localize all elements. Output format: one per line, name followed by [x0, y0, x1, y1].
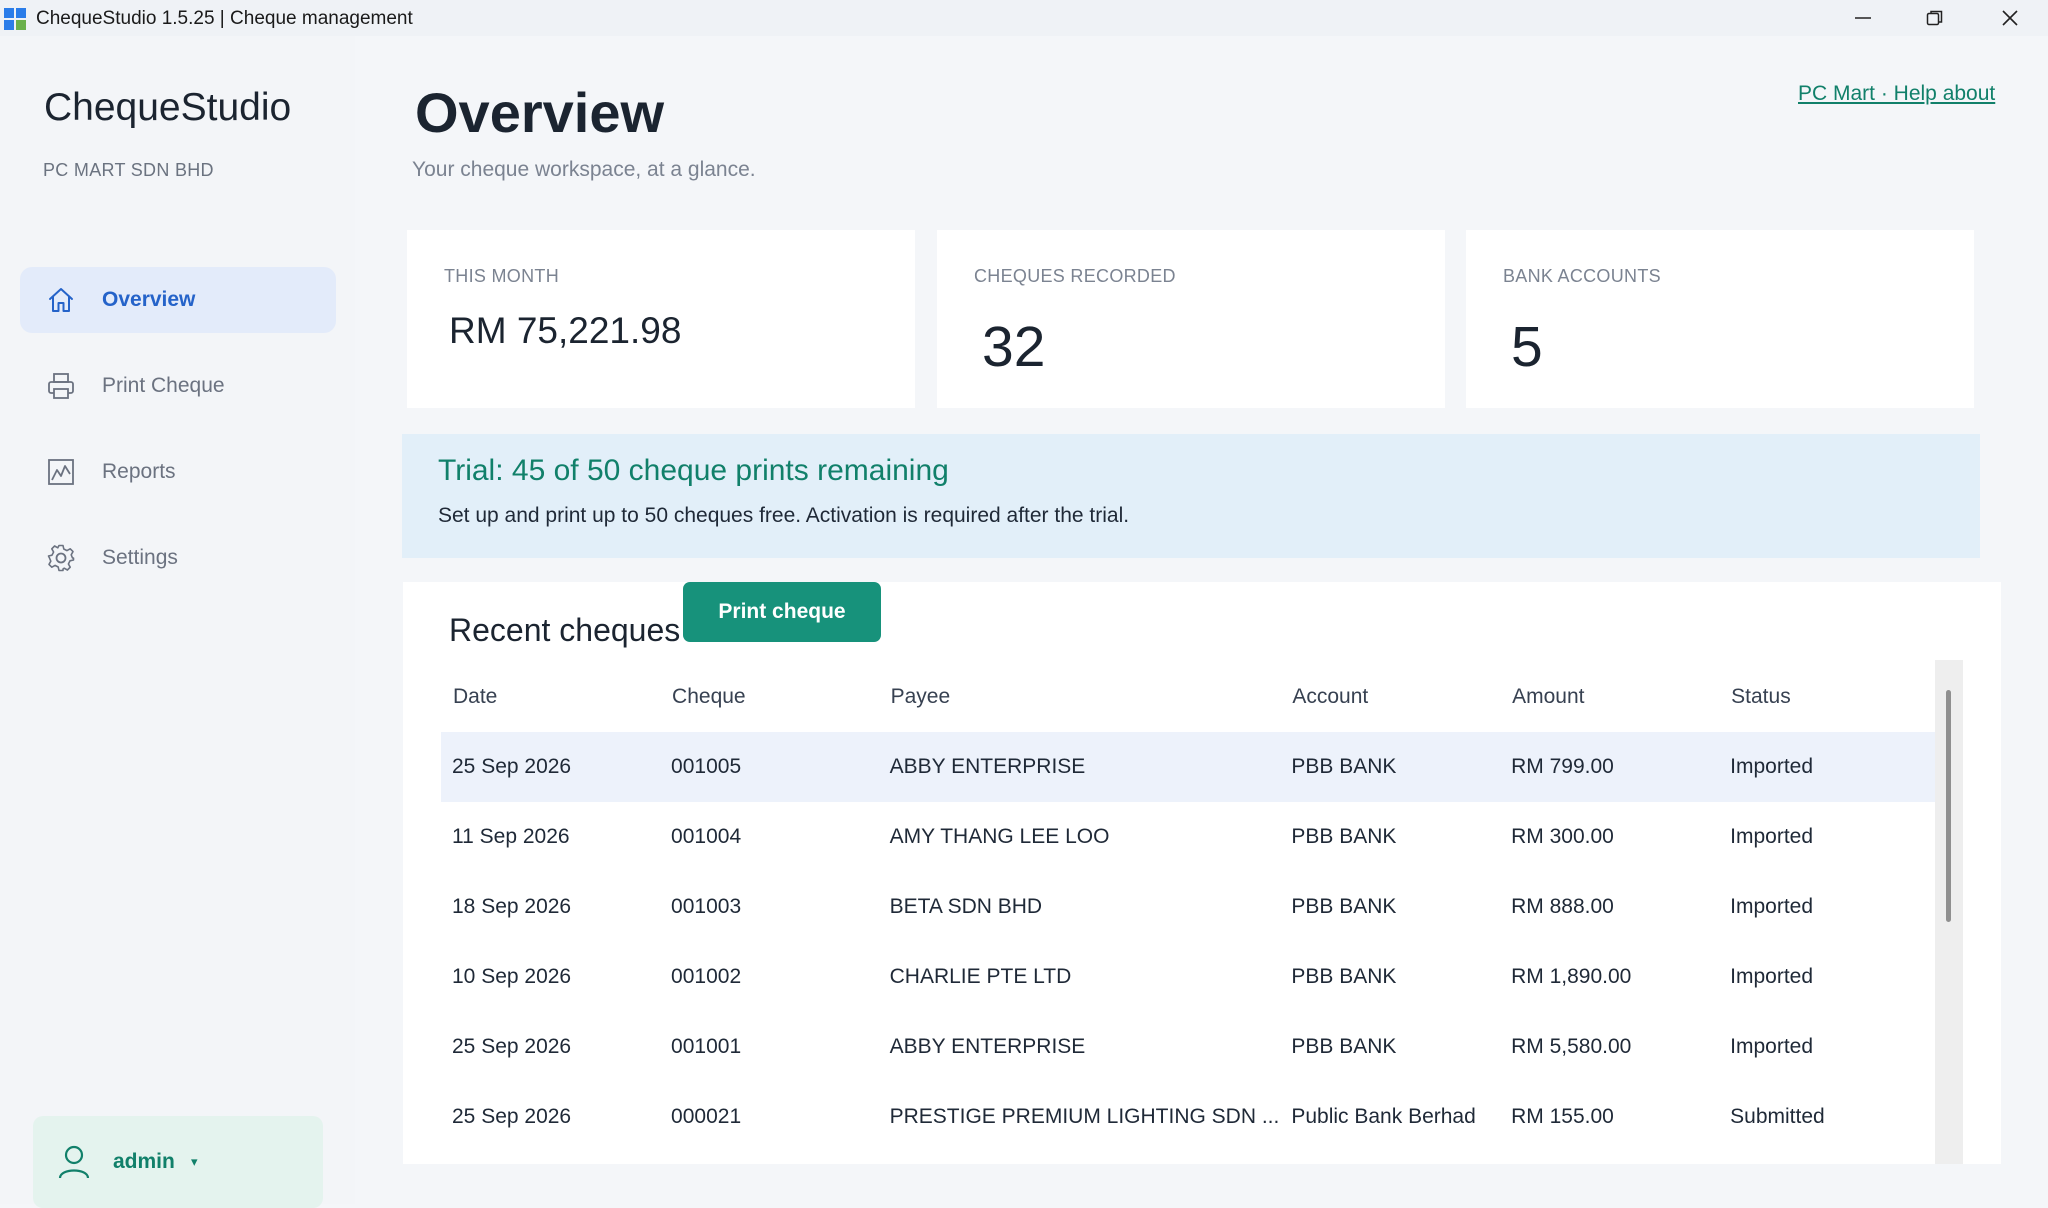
cell-cheque: 001003	[671, 895, 742, 918]
close-button[interactable]	[1975, 0, 2045, 36]
column-header-payee[interactable]: Payee	[890, 685, 951, 708]
table-row[interactable]: 18 Sep 2026 001003 BETA SDN BHD PBB BANK…	[441, 872, 1936, 942]
cell-amount: RM 155.00	[1511, 1105, 1614, 1128]
cell-amount: RM 888.00	[1511, 895, 1614, 918]
page-title: Overview	[415, 81, 665, 144]
sidebar-item-label: Overview	[102, 288, 196, 311]
stat-card-this-month: THIS MONTH RM 75,221.98	[407, 230, 915, 408]
window-title: ChequeStudio 1.5.25 | Cheque management	[36, 8, 413, 29]
cell-date: 18 Sep 2026	[452, 895, 572, 918]
cell-account: Public Bank Berhad	[1291, 1105, 1476, 1128]
cell-amount: RM 799.00	[1500, 732, 1720, 802]
table-row[interactable]: 25 Sep 2026 000021 PRESTIGE PREMIUM LIGH…	[441, 1082, 1936, 1152]
cell-status: Imported	[1730, 965, 1814, 988]
cell-payee: PRESTIGE PREMIUM LIGHTING SDN ...	[889, 1105, 1280, 1128]
cell-status: Submitted	[1730, 1105, 1825, 1128]
cell-cheque: 001001	[671, 1035, 742, 1058]
cell-cheque: 001005	[660, 732, 879, 802]
cell-payee: ABBY ENTERPRISE	[889, 1035, 1086, 1058]
table-header-row: Date Cheque Payee Account Amount Status	[441, 662, 1936, 732]
cell-payee: BETA SDN BHD	[889, 895, 1043, 918]
cell-payee: CHARLIE PTE LTD	[889, 965, 1072, 988]
cheques-table: Date Cheque Payee Account Amount Status …	[441, 662, 1936, 1152]
cell-amount: RM 1,890.00	[1511, 965, 1632, 988]
cell-cheque: 001004	[671, 825, 742, 848]
cell-date: 10 Sep 2026	[452, 965, 572, 988]
trial-text: Set up and print up to 50 cheques free. …	[438, 504, 1130, 527]
stat-card-bank-accounts: BANK ACCOUNTS 5	[1466, 230, 1974, 408]
cell-status: Imported	[1719, 732, 1936, 802]
chevron-down-icon: ▾	[191, 1154, 198, 1169]
title-bar: ChequeStudio 1.5.25 | Cheque management	[0, 0, 2048, 36]
cell-account: PBB BANK	[1291, 895, 1397, 918]
trial-banner: Trial: 45 of 50 cheque prints remaining …	[402, 434, 1980, 558]
cell-account: PBB BANK	[1280, 732, 1501, 802]
cell-amount: RM 300.00	[1511, 825, 1614, 848]
restore-icon	[1926, 10, 1943, 26]
stat-label: THIS MONTH	[444, 266, 559, 286]
gear-icon	[47, 544, 75, 572]
user-name: admin	[113, 1150, 175, 1173]
company-name: PC MART SDN BHD	[43, 160, 214, 180]
sidebar-item-label: Settings	[102, 546, 178, 569]
sidebar-item-overview[interactable]: Overview	[20, 267, 336, 333]
app-brand: ChequeStudio	[44, 86, 292, 129]
stat-value: 5	[1511, 315, 1543, 379]
table-row[interactable]: 25 Sep 2026 001005 ABBY ENTERPRISE PBB B…	[441, 732, 1936, 802]
table-scrollbar[interactable]	[1935, 660, 1963, 1164]
stat-value: RM 75,221.98	[449, 310, 682, 351]
app-logo-icon	[4, 8, 26, 30]
cell-date: 25 Sep 2026	[452, 1035, 572, 1058]
cell-account: PBB BANK	[1291, 1035, 1397, 1058]
close-icon	[2002, 10, 2018, 26]
restore-button[interactable]	[1900, 0, 1970, 36]
cell-payee: AMY THANG LEE LOO	[889, 825, 1110, 848]
column-header-amount[interactable]: Amount	[1512, 685, 1585, 708]
table-row[interactable]: 10 Sep 2026 001002 CHARLIE PTE LTD PBB B…	[441, 942, 1936, 1012]
print-cheque-button[interactable]: Print cheque	[683, 582, 881, 642]
cell-status: Imported	[1730, 1035, 1814, 1058]
user-menu[interactable]: admin ▾	[33, 1116, 323, 1208]
cell-cheque: 001002	[671, 965, 742, 988]
section-title: Recent cheques	[449, 612, 681, 648]
page-subtitle: Your cheque workspace, at a glance.	[412, 158, 756, 181]
cell-payee: ABBY ENTERPRISE	[878, 732, 1281, 802]
table-row[interactable]: 11 Sep 2026 001004 AMY THANG LEE LOO PBB…	[441, 802, 1936, 872]
cell-cheque: 000021	[671, 1105, 742, 1128]
user-icon	[58, 1145, 90, 1179]
column-header-status[interactable]: Status	[1731, 685, 1791, 708]
trial-title: Trial: 45 of 50 cheque prints remaining	[438, 454, 949, 487]
sidebar-item-settings[interactable]: Settings	[20, 525, 336, 591]
stat-label: CHEQUES RECORDED	[974, 266, 1176, 286]
cell-date: 25 Sep 2026	[452, 1105, 572, 1128]
printer-icon	[48, 373, 74, 399]
table-row[interactable]: 25 Sep 2026 001001 ABBY ENTERPRISE PBB B…	[441, 1012, 1936, 1082]
sidebar-item-label: Reports	[102, 460, 176, 483]
sidebar: ChequeStudio PC MART SDN BHD Overview Pr…	[0, 36, 355, 1208]
chart-icon	[48, 459, 74, 485]
stat-value: 32	[982, 315, 1046, 379]
column-header-account[interactable]: Account	[1292, 685, 1369, 708]
sidebar-item-reports[interactable]: Reports	[20, 439, 336, 505]
scrollbar-thumb[interactable]	[1946, 690, 1951, 922]
cell-status: Imported	[1730, 895, 1814, 918]
cell-date: 25 Sep 2026	[441, 732, 661, 802]
stat-card-cheques-recorded: CHEQUES RECORDED 32	[937, 230, 1445, 408]
cell-status: Imported	[1730, 825, 1814, 848]
cell-amount: RM 5,580.00	[1511, 1035, 1632, 1058]
cell-date: 11 Sep 2026	[452, 825, 570, 848]
sidebar-item-print-cheque[interactable]: Print Cheque	[20, 353, 336, 419]
recent-cheques-panel: Recent cheques Print cheque Date Cheque …	[403, 582, 2001, 1164]
home-icon	[49, 288, 73, 312]
minimize-button[interactable]	[1828, 0, 1898, 36]
cell-account: PBB BANK	[1291, 965, 1397, 988]
minimize-icon	[1855, 17, 1871, 19]
column-header-cheque[interactable]: Cheque	[672, 685, 746, 708]
cell-account: PBB BANK	[1291, 825, 1397, 848]
help-about-link[interactable]: PC Mart · Help about	[1798, 82, 1996, 105]
sidebar-item-label: Print Cheque	[102, 374, 225, 397]
stat-label: BANK ACCOUNTS	[1503, 266, 1661, 286]
column-header-date[interactable]: Date	[453, 685, 498, 708]
